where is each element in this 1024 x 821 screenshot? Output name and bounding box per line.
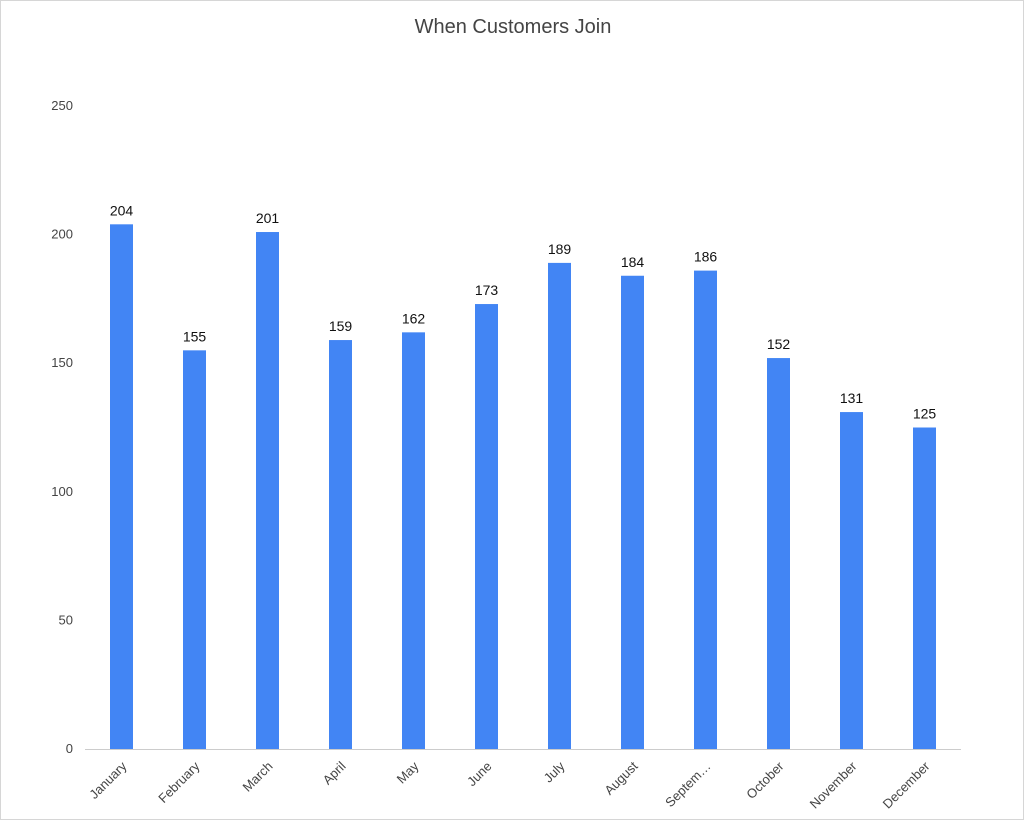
data-label: 189 <box>548 241 572 257</box>
bar <box>767 358 790 749</box>
data-labels: 204 155 201 159 162 173 189 184 186 152 131 125 <box>110 202 937 421</box>
chart-title: When Customers Join <box>415 16 612 38</box>
y-tick-label: 200 <box>51 227 73 242</box>
data-label: 159 <box>329 318 353 334</box>
x-tick-label: May <box>394 758 422 786</box>
bar-series <box>110 224 936 749</box>
data-label: 155 <box>183 328 207 344</box>
x-tick-label: July <box>541 758 568 785</box>
y-tick-label: 100 <box>51 484 73 499</box>
x-axis-labels: January February March April May June July Augu… <box>86 758 933 811</box>
x-tick-label: April <box>320 758 349 787</box>
bar <box>402 332 425 749</box>
data-label: 131 <box>840 390 864 406</box>
bar <box>913 427 936 749</box>
y-tick-label: 250 <box>51 98 73 113</box>
y-tick-label: 50 <box>59 612 73 627</box>
x-tick-label: June <box>464 759 495 790</box>
data-label: 201 <box>256 210 280 226</box>
x-tick-label: February <box>155 758 203 806</box>
data-label: 173 <box>475 282 499 298</box>
x-tick-label: Septem… <box>662 759 713 810</box>
x-tick-label: October <box>743 758 787 802</box>
bar <box>110 224 133 749</box>
y-tick-label: 0 <box>66 741 73 756</box>
x-tick-label: November <box>807 758 860 811</box>
bar <box>256 232 279 749</box>
bar <box>183 350 206 749</box>
bar <box>475 304 498 749</box>
x-tick-label: August <box>601 758 640 797</box>
data-label: 184 <box>621 254 645 270</box>
data-label: 125 <box>913 406 937 422</box>
bar <box>694 270 717 749</box>
x-tick-label: January <box>86 758 130 802</box>
x-tick-label: March <box>239 759 275 795</box>
data-label: 162 <box>402 310 426 326</box>
data-label: 152 <box>767 336 791 352</box>
y-tick-label: 150 <box>51 355 73 370</box>
bar <box>621 275 644 749</box>
bar <box>548 262 571 749</box>
data-label: 204 <box>110 202 134 218</box>
x-tick-label: December <box>880 758 933 811</box>
bar <box>329 340 352 749</box>
data-label: 186 <box>694 249 718 265</box>
bar <box>840 412 863 749</box>
y-axis-ticks: 0 50 100 150 200 250 <box>51 98 73 756</box>
